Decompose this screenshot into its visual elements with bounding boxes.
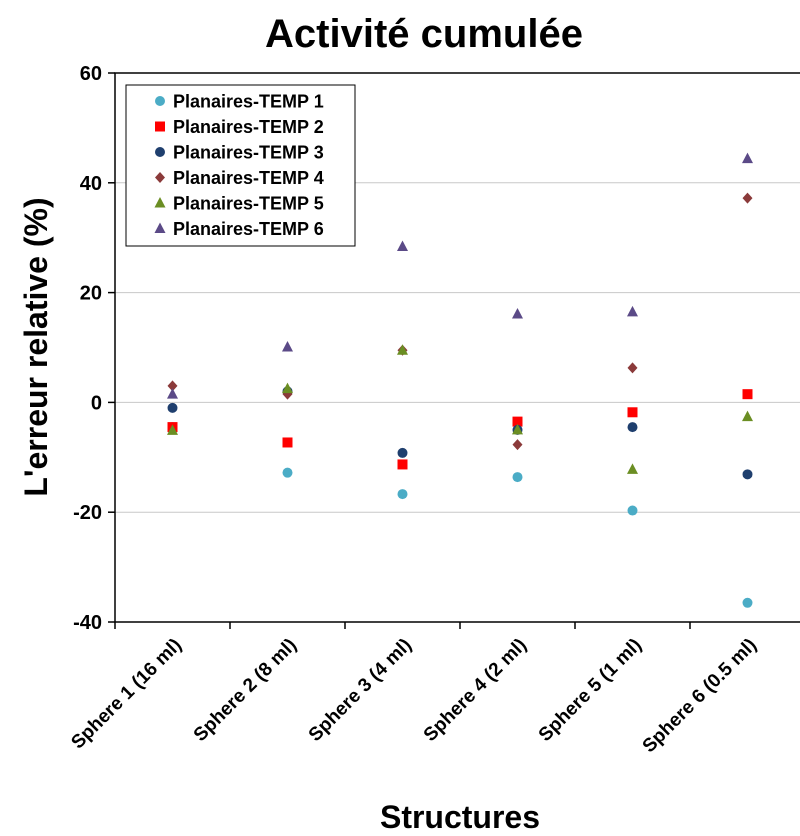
data-point (512, 416, 523, 427)
data-point (167, 424, 178, 435)
data-points (167, 152, 753, 608)
x-tick-label: Sphere 2 (8 ml) (190, 635, 301, 746)
series-3 (167, 386, 753, 480)
data-point (512, 308, 523, 319)
chart-title: Activité cumulée (265, 12, 583, 56)
data-point (167, 402, 178, 413)
series-2 (167, 389, 753, 470)
data-point (397, 344, 408, 355)
data-point (627, 505, 638, 516)
y-tick-label: -20 (73, 502, 102, 524)
data-point (627, 305, 638, 317)
data-point (742, 597, 753, 608)
legend-label: Planaires-TEMP 6 (173, 219, 324, 239)
data-point (627, 362, 638, 374)
data-point (397, 447, 408, 458)
y-tick-label: 60 (80, 63, 102, 85)
data-point (742, 192, 753, 204)
legend-box (125, 84, 356, 247)
series-6 (167, 152, 753, 399)
y-axis: 60 40 20 0 -20 -40 (73, 63, 115, 634)
data-point (282, 340, 293, 352)
data-point (282, 467, 293, 478)
x-tick-label: Sphere 4 (2 ml) (420, 635, 531, 746)
legend-label: Planaires-TEMP 5 (173, 194, 324, 214)
legend-marker (155, 121, 165, 132)
legend-marker (155, 147, 165, 157)
legend-label: Planaires-TEMP 2 (173, 117, 324, 137)
legend-label: Planaires-TEMP 1 (173, 92, 324, 112)
y-tick-label: 0 (91, 392, 102, 414)
x-axis-title: Structures (380, 799, 540, 835)
data-point (512, 439, 523, 451)
y-tick-label: 20 (80, 283, 102, 305)
legend-marker (154, 197, 166, 208)
x-axis: Sphere 1 (16 ml) Sphere 2 (8 ml) Sphere 3 … (67, 622, 761, 757)
data-point (627, 422, 638, 433)
legend-marker (155, 172, 165, 183)
data-point (512, 472, 523, 483)
legend-marker (155, 96, 165, 106)
legend-label: Planaires-TEMP 4 (173, 168, 324, 188)
data-point (397, 240, 408, 251)
data-point (397, 459, 408, 470)
data-point (627, 407, 638, 418)
data-point (167, 380, 178, 392)
data-point (742, 410, 753, 422)
series-5 (167, 344, 753, 474)
x-tick-label: Sphere 5 (1 ml) (535, 635, 646, 746)
data-point (627, 463, 638, 474)
gridlines (115, 182, 800, 513)
legend: Planaires-TEMP 1 Planaires-TEMP 2 Planaire… (125, 84, 356, 247)
x-tick-label: Sphere 6 (0.5 ml) (639, 635, 761, 757)
data-point (512, 423, 523, 435)
y-tick-label: 40 (80, 173, 102, 195)
data-point (167, 388, 178, 399)
legend-marker (154, 222, 166, 233)
data-point (742, 389, 753, 400)
data-point (397, 489, 408, 500)
legend-label: Planaires-TEMP 3 (173, 143, 324, 163)
x-tick-label: Sphere 3 (4 ml) (305, 635, 416, 746)
y-tick-label: -40 (73, 612, 102, 634)
y-axis-title: L'erreur relative (%) (18, 197, 54, 496)
x-tick-label: Sphere 1 (16 ml) (67, 635, 186, 754)
data-point (282, 437, 293, 448)
data-point (742, 152, 753, 164)
data-point (282, 382, 293, 394)
series-1 (167, 422, 753, 608)
data-point (742, 469, 753, 480)
